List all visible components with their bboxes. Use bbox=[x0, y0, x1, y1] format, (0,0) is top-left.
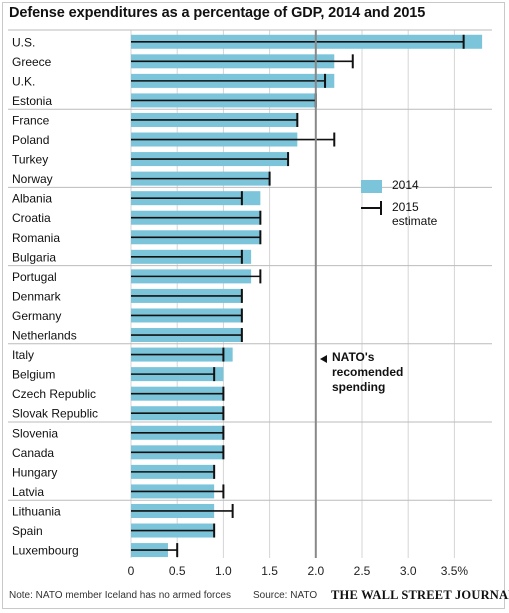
source-label: Source: NATO bbox=[253, 590, 318, 601]
category-label: Norway bbox=[12, 172, 53, 186]
category-label: Latvia bbox=[12, 485, 44, 499]
category-label: Netherlands bbox=[12, 329, 77, 343]
category-label: U.K. bbox=[12, 74, 35, 88]
legend-2014-swatch bbox=[361, 180, 382, 193]
x-tick-label: 1.5 bbox=[261, 564, 278, 578]
category-label: Italy bbox=[12, 348, 34, 362]
category-label: Bulgaria bbox=[12, 250, 56, 264]
x-tick-label: 3.0 bbox=[400, 564, 417, 578]
category-label: Denmark bbox=[12, 289, 62, 303]
category-label: Luxembourg bbox=[12, 544, 79, 558]
left-arrow-icon bbox=[320, 355, 327, 363]
footnote: Note: NATO member Iceland has no armed f… bbox=[9, 590, 231, 601]
category-label: Estonia bbox=[12, 94, 52, 108]
legend-2015-label: 2015 estimate bbox=[392, 200, 438, 228]
category-label: Czech Republic bbox=[12, 387, 96, 401]
x-tick-label: 0.5 bbox=[169, 564, 186, 578]
category-label: Canada bbox=[12, 446, 54, 460]
category-label: Lithuania bbox=[12, 504, 61, 518]
x-tick-label: 2.5 bbox=[354, 564, 371, 578]
category-label: Albania bbox=[12, 192, 52, 206]
x-tick-label: 1.0 bbox=[215, 564, 232, 578]
category-label: Croatia bbox=[12, 211, 51, 225]
nato-annotation: NATO's recomended spending bbox=[332, 350, 404, 394]
category-label: Poland bbox=[12, 133, 49, 147]
category-label: Belgium bbox=[12, 368, 55, 382]
category-label: Greece bbox=[12, 55, 52, 69]
x-tick-label: 2.0 bbox=[307, 564, 324, 578]
chart-title: Defense expenditures as a percentage of … bbox=[9, 5, 426, 21]
category-label: Germany bbox=[12, 309, 61, 323]
category-label: Slovenia bbox=[12, 426, 58, 440]
category-label: France bbox=[12, 113, 50, 127]
category-label: Hungary bbox=[12, 465, 57, 479]
category-label: Turkey bbox=[12, 153, 48, 167]
category-label: Slovak Republic bbox=[12, 407, 98, 421]
category-label: U.S. bbox=[12, 35, 35, 49]
legend-errorbar-icon bbox=[361, 201, 383, 215]
x-tick-label: 0 bbox=[128, 564, 135, 578]
category-label: Romania bbox=[12, 231, 60, 245]
category-label: Portugal bbox=[12, 270, 57, 284]
publisher-logo: THE WALL STREET JOURNAL. bbox=[331, 588, 509, 602]
legend-2014-label: 2014 bbox=[392, 178, 419, 192]
category-label: Spain bbox=[12, 524, 43, 538]
x-tick-label: 3.5% bbox=[441, 564, 469, 578]
